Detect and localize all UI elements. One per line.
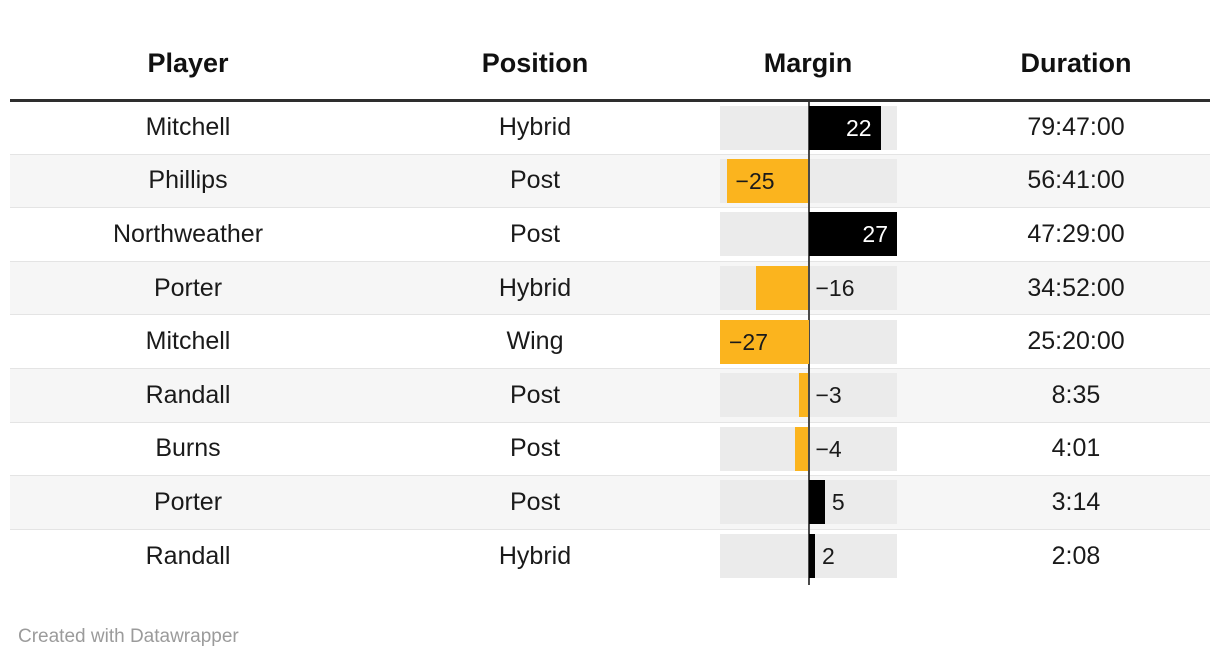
table-row: Mitchell Hybrid 22 79:47:00 (10, 101, 1210, 155)
player-cell: Mitchell (10, 314, 366, 369)
position-cell: Hybrid (366, 528, 704, 583)
duration-cell: 8:35 (942, 367, 1210, 423)
margin-value-label: −4 (815, 435, 842, 462)
margin-bar (808, 534, 816, 579)
margin-cell: 2 (704, 528, 942, 583)
margin-value-label: −16 (815, 275, 855, 302)
margin-cell: −27 (704, 314, 942, 369)
margin-value-label: 5 (831, 489, 845, 516)
duration-cell: 2:08 (942, 528, 1210, 583)
margin-cell: 5 (704, 475, 942, 530)
margin-bar (798, 373, 809, 418)
duration-cell: 4:01 (942, 421, 1210, 476)
margin-bar-track: −27 (720, 319, 897, 364)
position-cell: Post (366, 153, 704, 208)
table-row: Northweather Post 27 47:29:00 (10, 207, 1210, 262)
margin-cell: 27 (704, 207, 942, 262)
datawrapper-credit: Created with Datawrapper (18, 626, 239, 647)
margin-cell: −4 (704, 421, 942, 476)
position-cell: Post (366, 421, 704, 476)
player-cell: Burns (10, 421, 366, 476)
table-row: Randall Post −3 8:35 (10, 367, 1210, 423)
position-cell: Post (366, 367, 704, 423)
margin-bar (726, 158, 809, 203)
player-cell: Porter (10, 260, 366, 315)
column-header-player: Player (10, 28, 366, 102)
duration-cell: 34:52:00 (942, 260, 1210, 315)
column-header-position: Position (366, 28, 704, 102)
margin-value-label: −25 (735, 167, 775, 194)
column-header-margin: Margin (704, 28, 942, 102)
position-cell: Hybrid (366, 260, 704, 315)
margin-bar (756, 266, 809, 311)
player-cell: Northweather (10, 207, 366, 262)
margin-bar-track: 5 (720, 480, 897, 525)
margin-bar-track: 27 (720, 212, 897, 257)
table-row: Porter Post 5 3:14 (10, 475, 1210, 530)
zero-axis-line (807, 102, 810, 585)
stats-table: Player Position Margin Duration Mitchell… (10, 28, 1210, 583)
margin-value-label: 22 (846, 114, 872, 141)
table-row: Phillips Post −25 56:41:00 (10, 153, 1210, 208)
table-row: Randall Hybrid 2 2:08 (10, 528, 1210, 583)
margin-bar (808, 105, 881, 150)
player-cell: Phillips (10, 153, 366, 208)
player-cell: Randall (10, 367, 366, 423)
margin-value-label: −3 (815, 382, 842, 409)
column-header-duration: Duration (942, 28, 1210, 102)
margin-cell: −16 (704, 260, 942, 315)
table-row: Porter Hybrid −16 34:52:00 (10, 260, 1210, 315)
margin-bar (808, 212, 897, 257)
margin-bar-track: 2 (720, 534, 897, 579)
position-cell: Post (366, 207, 704, 262)
margin-value-label: 27 (862, 221, 888, 248)
margin-value-label: 2 (822, 543, 835, 570)
margin-cell: −3 (704, 367, 942, 423)
margin-cell: 22 (704, 101, 942, 155)
position-cell: Post (366, 475, 704, 530)
table-row: Mitchell Wing −27 25:20:00 (10, 314, 1210, 369)
table-body: Mitchell Hybrid 22 79:47:00 Phillips Pos… (10, 101, 1210, 583)
margin-bar-track: 22 (720, 105, 897, 150)
margin-value-label: −27 (729, 328, 769, 355)
duration-cell: 3:14 (942, 475, 1210, 530)
position-cell: Wing (366, 314, 704, 369)
duration-cell: 25:20:00 (942, 314, 1210, 369)
position-cell: Hybrid (498, 113, 572, 142)
player-cell: Mitchell (145, 113, 231, 142)
margin-bar (795, 426, 809, 471)
header-row: Player Position Margin Duration (10, 28, 1210, 102)
margin-bar (720, 319, 809, 364)
player-cell: Randall (10, 528, 366, 583)
duration-cell: 47:29:00 (942, 207, 1210, 262)
margin-cell: −25 (704, 153, 942, 208)
margin-bar (808, 480, 825, 525)
duration-cell: 56:41:00 (942, 153, 1210, 208)
table-row: Burns Post −4 4:01 (10, 421, 1210, 476)
duration-cell: 79:47:00 (1027, 113, 1125, 142)
player-cell: Porter (10, 475, 366, 530)
